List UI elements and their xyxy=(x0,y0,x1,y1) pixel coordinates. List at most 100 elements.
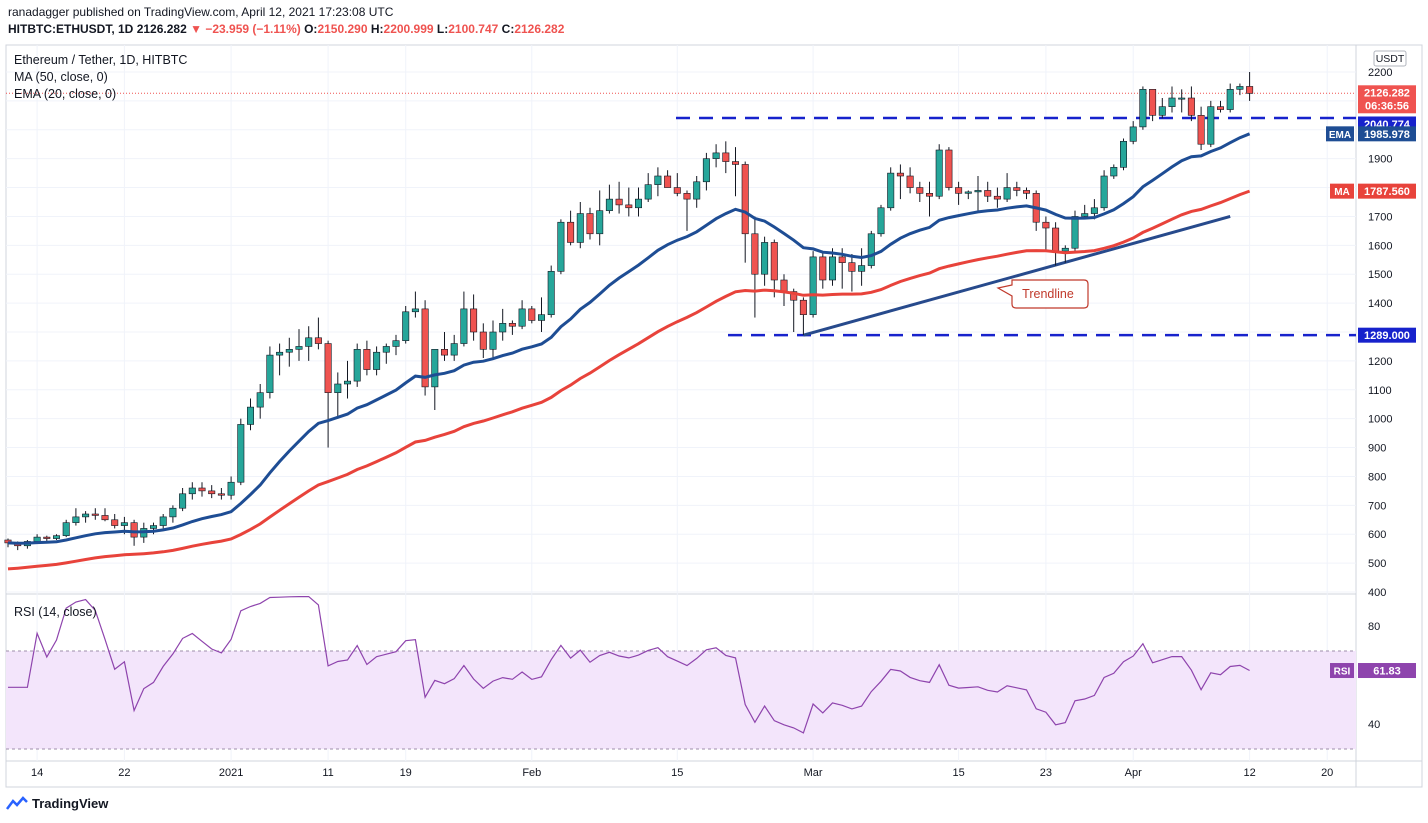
time-tick-label: 19 xyxy=(400,767,412,779)
candle-body xyxy=(324,343,332,393)
candle-body xyxy=(1158,106,1166,116)
candle-body xyxy=(615,198,623,206)
chart-title: Ethereum / Tether, 1D, HITBTC xyxy=(14,53,187,67)
ema-badge-bg xyxy=(1358,126,1416,142)
candle-body xyxy=(256,392,264,408)
candle-body xyxy=(974,190,982,193)
candle-body xyxy=(693,181,701,200)
price-change: −23.959 (−1.11%) xyxy=(205,22,301,36)
candle-body xyxy=(605,198,613,211)
symbol-ohlc-line: HITBTC:ETHUSDT, 1D 2126.282 ▼ −23.959 (−… xyxy=(8,22,564,36)
ma-tag-bg xyxy=(1330,183,1354,199)
candle-body xyxy=(62,522,70,536)
candle-body xyxy=(1197,115,1205,145)
support-badge: 1289.000 xyxy=(1358,327,1416,343)
candle-body xyxy=(508,323,516,327)
candle-body xyxy=(945,149,953,188)
support-badge-bg xyxy=(1358,327,1416,343)
candle-body xyxy=(1149,89,1157,116)
candle-body xyxy=(460,308,468,344)
candle-body xyxy=(72,516,80,523)
time-tick-label: Feb xyxy=(522,767,541,779)
candle-body xyxy=(858,265,866,272)
candle-body xyxy=(111,519,119,526)
candle-body xyxy=(82,513,90,518)
price-tick-label: 700 xyxy=(1368,500,1386,512)
candle-body xyxy=(916,187,924,194)
candle-body xyxy=(809,256,817,315)
rsi-legend: RSI (14, close) xyxy=(14,605,97,619)
candle-body xyxy=(1100,175,1108,209)
candle-body xyxy=(52,535,60,539)
candle-body xyxy=(896,172,904,177)
time-tick-label: 2021 xyxy=(219,767,243,779)
low-label: L: xyxy=(436,22,449,36)
candle-body xyxy=(790,291,798,301)
rsi-line xyxy=(8,596,1250,734)
price-tick-label: 400 xyxy=(1368,587,1386,599)
footer: TradingView xyxy=(6,795,108,811)
trendline[interactable] xyxy=(802,214,1231,337)
price-tick-label: 900 xyxy=(1368,443,1386,455)
price-tick-label: 1000 xyxy=(1368,414,1392,426)
rsi-tag-bg xyxy=(1330,663,1354,679)
candle-body xyxy=(935,149,943,197)
rsi-badge-value: 61.83 xyxy=(1373,666,1401,678)
candle-body xyxy=(838,256,846,263)
price-tick-label: 1600 xyxy=(1368,240,1392,252)
candle-body xyxy=(741,164,749,235)
ma-badge-bg xyxy=(1358,183,1416,199)
candle-body xyxy=(576,213,584,243)
time-tick-label: 14 xyxy=(31,767,43,779)
candle-body xyxy=(761,242,769,275)
candle-body xyxy=(479,331,487,350)
candle-body xyxy=(159,516,167,526)
candle-body xyxy=(179,493,187,509)
price-tick-label: 1400 xyxy=(1368,298,1392,310)
symbol-line: HITBTC:ETHUSDT, 1D xyxy=(8,22,134,36)
candle-body xyxy=(295,346,303,350)
candle-body xyxy=(731,161,739,165)
candle-body xyxy=(276,351,284,356)
low-value: 2100.747 xyxy=(448,22,499,36)
candle-body xyxy=(1129,126,1137,142)
trendline-callout[interactable]: Trendline xyxy=(996,279,1089,309)
time-tick-label: 20 xyxy=(1321,767,1333,779)
candle-body xyxy=(1003,187,1011,200)
candle-body xyxy=(1090,207,1098,214)
open-value: 2150.290 xyxy=(317,22,368,36)
footer-brand: TradingView xyxy=(32,795,109,811)
candle-body xyxy=(227,481,235,496)
candle-body xyxy=(1178,97,1186,100)
candle-body xyxy=(392,340,400,347)
candle-body xyxy=(120,522,128,526)
candle-body xyxy=(780,279,788,292)
candle-body xyxy=(547,271,555,315)
candle-body xyxy=(1120,141,1128,168)
time-axis-ticks: 14 22 2021 11 19 Feb 15 Mar 15 23 Apr 12 20 xyxy=(31,767,1333,779)
candle-body xyxy=(877,207,885,235)
candle-body xyxy=(722,152,730,162)
candle-body xyxy=(1081,213,1089,217)
last-price: 2126.282 xyxy=(136,22,187,36)
candle-body xyxy=(382,346,390,353)
price-tick-label: 600 xyxy=(1368,529,1386,541)
candle-body xyxy=(314,337,322,344)
candle-body xyxy=(499,323,507,333)
candle-body xyxy=(411,308,419,313)
candle-body xyxy=(1071,216,1079,249)
rsi-badge: RSI 61.83 xyxy=(1330,663,1416,679)
time-tick-label: Mar xyxy=(804,767,823,779)
candle-body xyxy=(867,233,875,266)
candle-body xyxy=(683,193,691,200)
candle-body xyxy=(1013,187,1021,191)
ma-legend: MA (50, close, 0) xyxy=(14,70,108,84)
ema-legend: EMA (20, close, 0) xyxy=(14,87,116,101)
trendline-label: Trendline xyxy=(1022,287,1074,301)
close-value: 2126.282 xyxy=(514,22,565,36)
price-tick-label: 800 xyxy=(1368,471,1386,483)
ema-badge: EMA 1985.978 xyxy=(1326,126,1416,142)
open-label: O: xyxy=(304,22,318,36)
candle-body xyxy=(1110,167,1118,177)
